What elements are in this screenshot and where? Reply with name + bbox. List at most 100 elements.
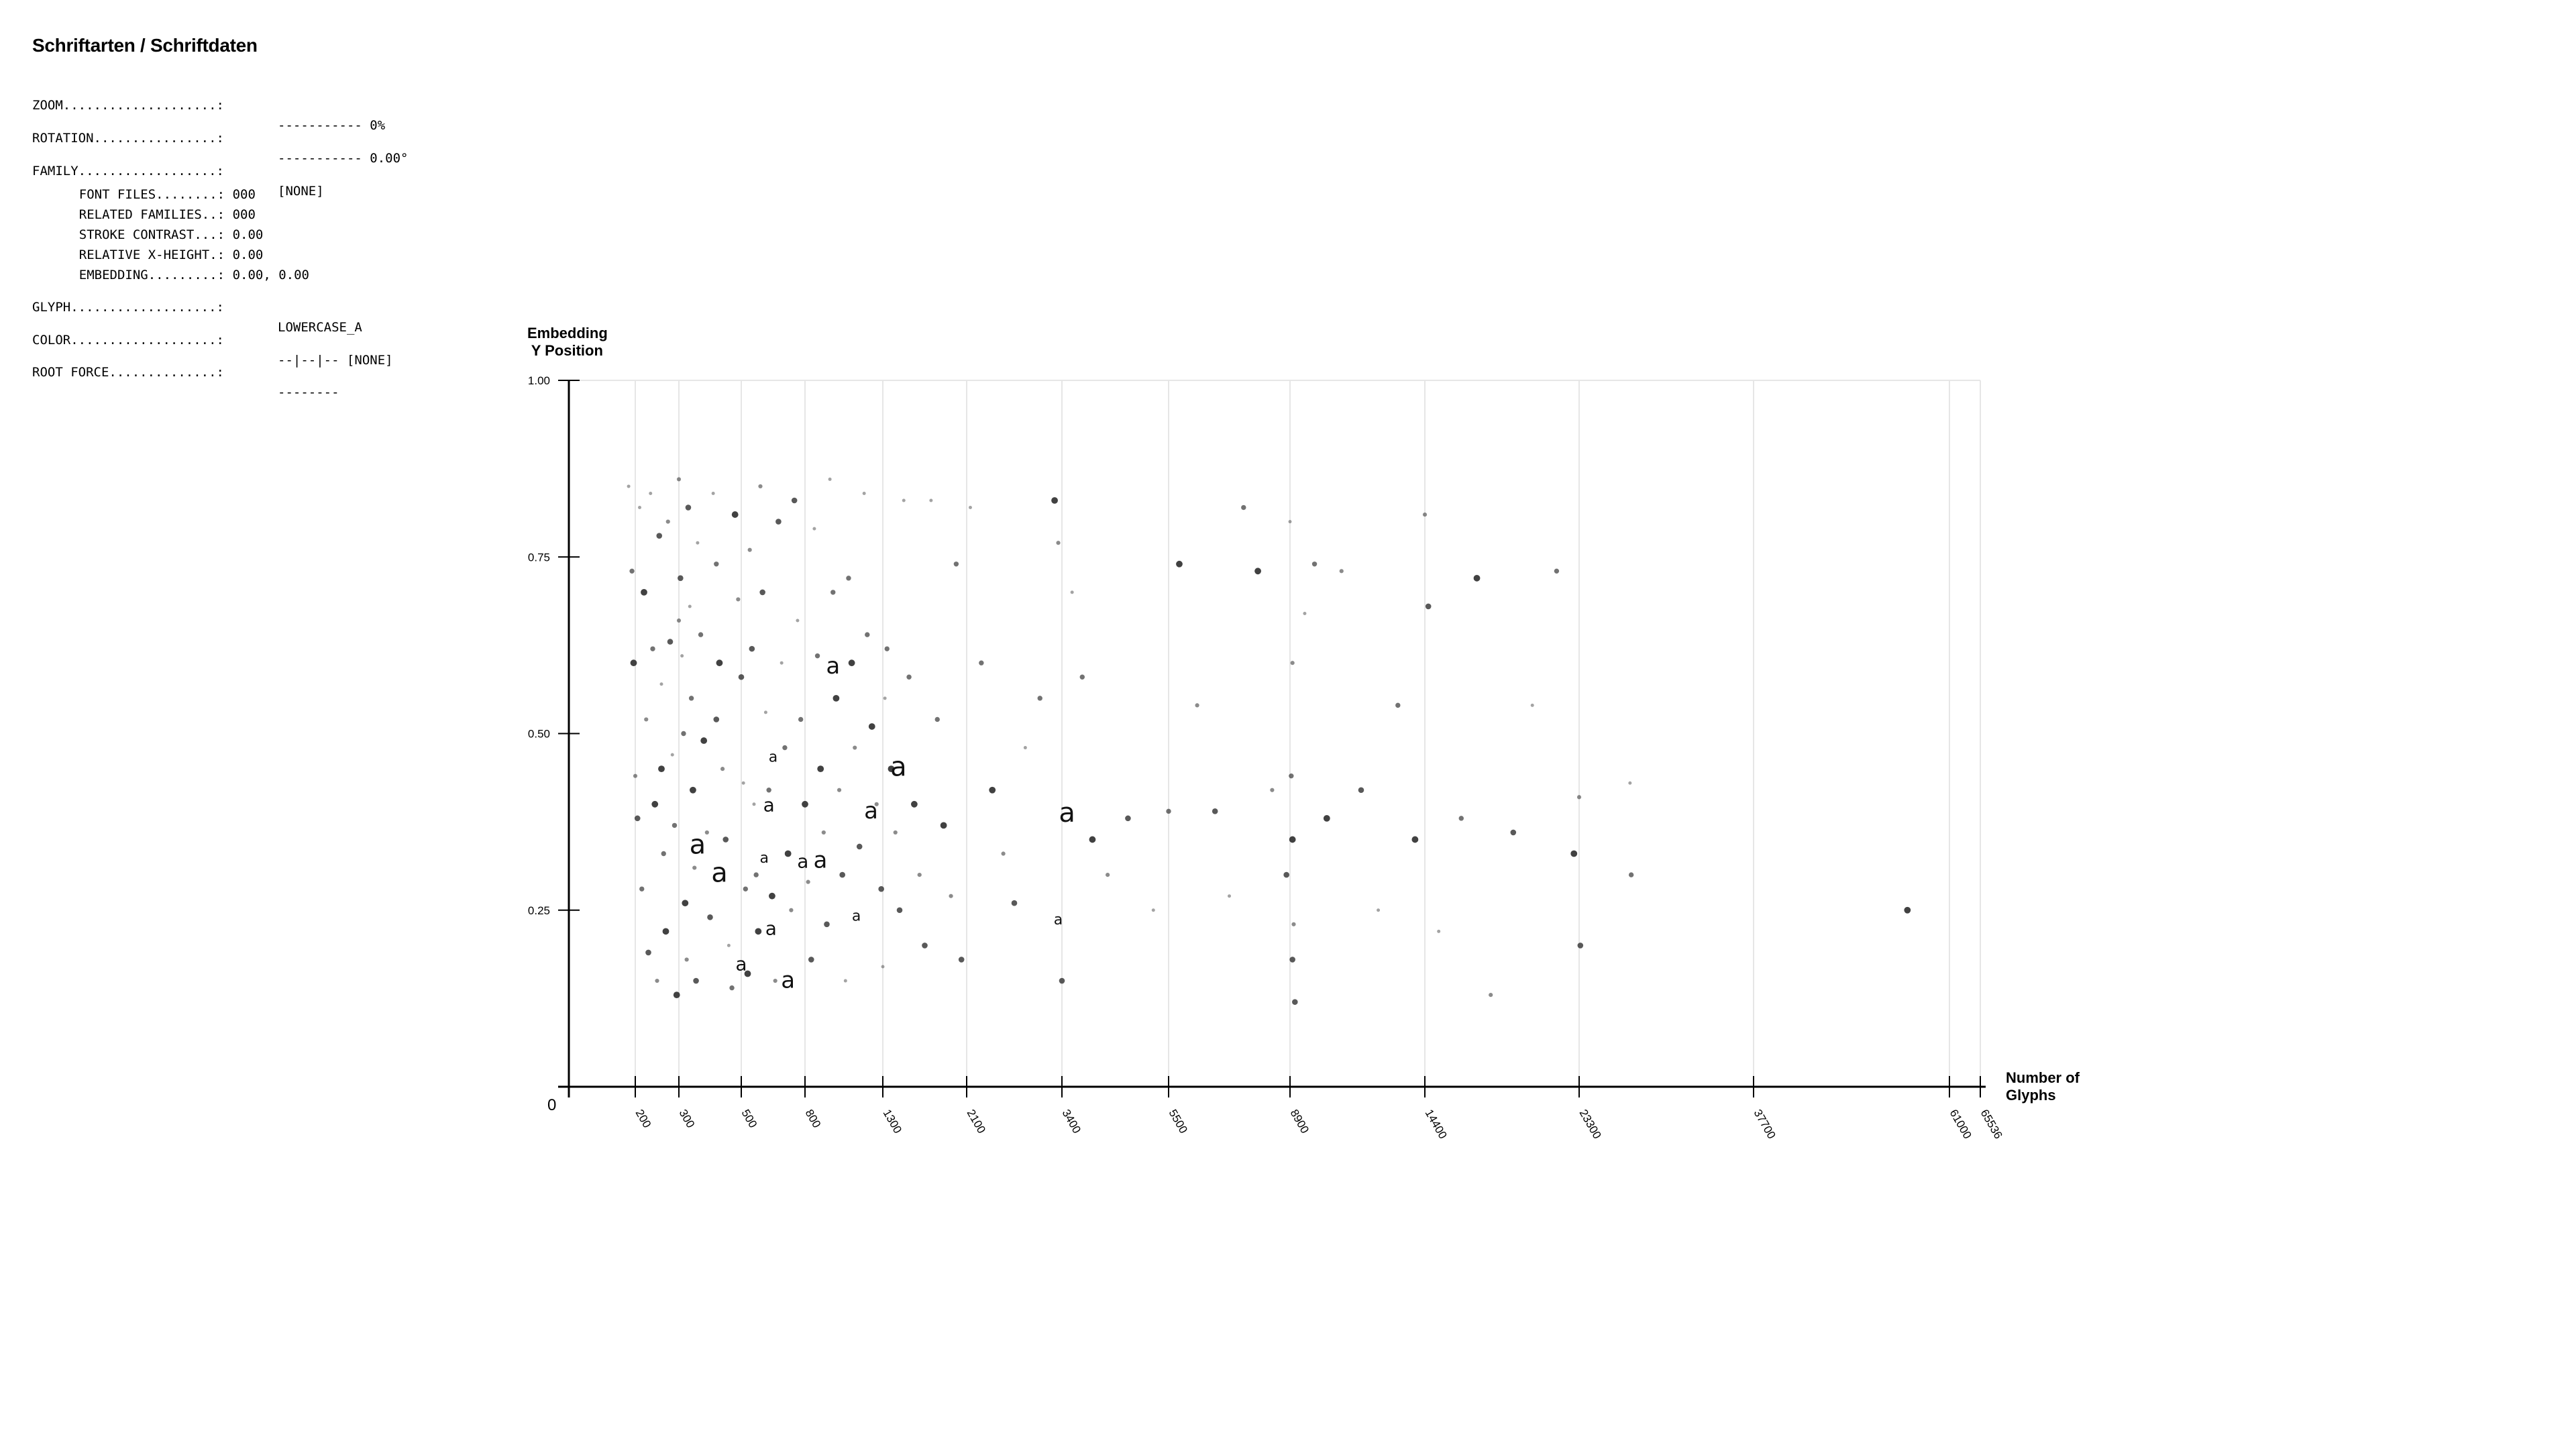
x-tick-label: 1300 [881, 1108, 904, 1136]
data-point [659, 682, 663, 686]
glyph-row[interactable]: GLYPH...................: LOWERCASE_A [32, 277, 362, 358]
x-axis-title-line1: Number of [2006, 1069, 2080, 1086]
data-point [929, 498, 933, 502]
data-point [655, 978, 659, 983]
color-label: COLOR...................: [32, 333, 224, 347]
zoom-slider[interactable]: ----------- 0% [278, 118, 386, 133]
data-point [688, 696, 694, 701]
data-point [796, 619, 800, 623]
x-tick-label: 2100 [965, 1108, 988, 1136]
data-point [833, 694, 840, 702]
data-point [681, 731, 686, 737]
data-point [828, 477, 832, 481]
embedding-label: EMBEDDING.........: [78, 268, 225, 282]
font-files-value: 000 [232, 187, 256, 202]
data-point-large: a [814, 847, 828, 874]
glyph-label: GLYPH...................: [32, 300, 224, 315]
data-point [821, 830, 826, 835]
data-point [758, 484, 763, 489]
y-axis-title-line1: Embedding [527, 325, 608, 341]
data-point [917, 873, 922, 877]
data-point [769, 892, 775, 900]
data-point [627, 484, 631, 488]
data-point [1166, 808, 1171, 814]
data-point [713, 716, 720, 722]
data-point-large: a [735, 953, 747, 975]
relative-x-height-value: 0.00 [232, 248, 264, 262]
x-tick-label: 8900 [1288, 1108, 1311, 1136]
data-point [720, 767, 725, 771]
origin-label: 0 [547, 1096, 557, 1114]
root-force-row[interactable]: ROOT FORCE..............: -------- [32, 342, 339, 423]
data-point [630, 659, 637, 667]
data-point [878, 885, 884, 892]
data-point [1904, 906, 1911, 914]
root-force-slider[interactable]: -------- [278, 385, 339, 400]
data-point-large: a [769, 749, 777, 766]
data-point [682, 900, 689, 907]
data-point [1395, 702, 1401, 708]
data-point [979, 660, 984, 665]
x-tick-label: 800 [803, 1108, 824, 1130]
data-point [1151, 908, 1155, 912]
data-point [711, 491, 715, 495]
family-value: [NONE] [278, 184, 324, 199]
data-point [716, 659, 723, 667]
data-point [910, 800, 918, 808]
data-point [680, 654, 684, 658]
data-point-large: a [759, 850, 768, 867]
data-point [881, 965, 885, 969]
color-selector[interactable]: --|--|-- [NONE] [278, 353, 393, 368]
data-point [1059, 977, 1065, 984]
x-axis-title: Number of Glyphs [2006, 1069, 2080, 1104]
data-point [658, 765, 665, 773]
data-point [676, 477, 682, 482]
rotation-slider[interactable]: ----------- 0.00° [278, 151, 409, 166]
data-point [755, 928, 762, 935]
root-force-label: ROOT FORCE..............: [32, 365, 224, 380]
data-point [846, 576, 851, 581]
zoom-label: ZOOM....................: [32, 98, 224, 113]
data-point [1323, 814, 1330, 822]
data-point [634, 815, 641, 822]
data-point [922, 943, 928, 949]
data-point [1056, 541, 1061, 545]
data-point [1437, 929, 1441, 933]
data-point [656, 533, 663, 539]
data-point [1228, 894, 1231, 898]
data-point [744, 970, 751, 977]
x-tick-label: 23300 [1577, 1108, 1604, 1141]
data-point [817, 765, 824, 773]
data-point [958, 957, 965, 963]
data-point [1089, 836, 1096, 843]
data-point [1001, 851, 1006, 856]
data-point [665, 519, 670, 524]
data-point [1212, 808, 1218, 814]
data-point [752, 802, 756, 806]
data-point [731, 511, 739, 518]
data-point [670, 753, 674, 757]
data-point [684, 957, 689, 962]
zoom-row[interactable]: ZOOM....................: ----------- 0% [32, 75, 385, 156]
color-row[interactable]: COLOR...................: --|--|-- [NONE… [32, 310, 393, 390]
family-label: FAMILY..................: [32, 164, 224, 178]
data-point [1270, 788, 1275, 792]
data-point [639, 886, 645, 892]
data-point [688, 604, 692, 608]
data-point [884, 646, 890, 651]
relative-x-height-row: RELATIVE X-HEIGHT.: 0.00 [48, 225, 264, 285]
data-point [1530, 703, 1534, 707]
rotation-row[interactable]: ROTATION................: ----------- 0.… [32, 108, 408, 189]
font-files-label: FONT FILES........: [78, 187, 225, 202]
data-point [1311, 561, 1318, 567]
data-point [645, 949, 651, 956]
glyph-value[interactable]: LOWERCASE_A [278, 320, 362, 335]
data-point [775, 519, 782, 525]
embedding-value: 0.00, 0.00 [232, 268, 309, 282]
x-tick-label: 37700 [1752, 1108, 1778, 1141]
data-point-large: a [890, 752, 907, 783]
data-point [629, 568, 635, 574]
stroke-contrast-row: STROKE CONTRAST...: 0.00 [48, 205, 264, 265]
data-point [736, 597, 741, 602]
